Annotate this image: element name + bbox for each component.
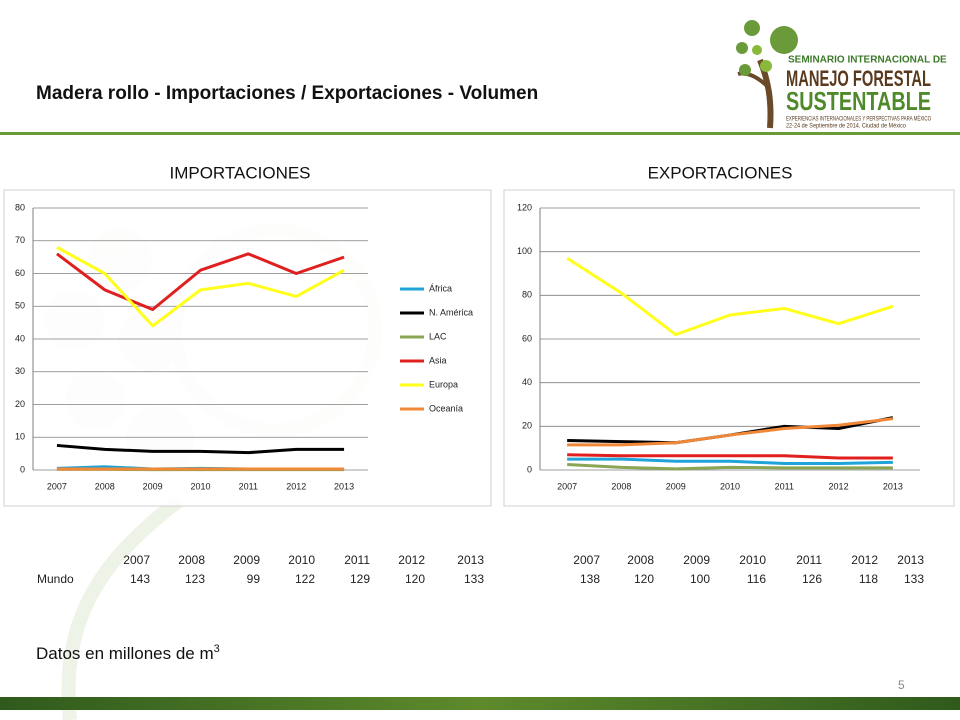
legend-label: Oceanía — [429, 403, 463, 413]
x-tick-label: 2009 — [143, 481, 163, 491]
table-cell: 118 — [859, 572, 878, 586]
x-tick-label: 2008 — [95, 481, 115, 491]
table-header: 2008 — [178, 553, 205, 567]
y-tick-label: 40 — [522, 377, 532, 387]
table-header: 2012 — [398, 553, 425, 567]
logo-text: EXPERIENCIAS INTERNACIONALES Y PERSPECTI… — [786, 116, 931, 123]
series-line — [567, 453, 893, 460]
x-tick-label: 2010 — [720, 481, 740, 491]
y-tick-label: 20 — [522, 421, 532, 431]
chart-frame — [503, 189, 955, 507]
x-tick-label: 2012 — [286, 481, 306, 491]
legend-label: Asia — [429, 355, 447, 365]
x-tick-label: 2007 — [47, 481, 67, 491]
x-tick-label: 2011 — [239, 481, 258, 491]
table-cell: 133 — [464, 572, 484, 586]
x-tick-label: 2012 — [829, 481, 849, 491]
table-header: 2007 — [573, 553, 600, 567]
table-header: 2010 — [739, 553, 766, 567]
series-line — [56, 245, 345, 328]
table-cell: 133 — [904, 572, 924, 586]
legend-label: Europa — [429, 379, 458, 389]
x-tick-label: 2008 — [611, 481, 631, 491]
series-line — [56, 443, 345, 455]
x-tick-label: 2011 — [775, 481, 794, 491]
y-tick-label: 50 — [15, 301, 25, 311]
logo-text: SUSTENTABLE — [786, 86, 931, 116]
x-tick-label: 2007 — [557, 481, 577, 491]
y-tick-label: 100 — [517, 246, 532, 256]
y-tick-label: 30 — [15, 366, 25, 376]
series-line — [566, 256, 894, 337]
y-tick-label: 80 — [15, 202, 25, 212]
chart-title: IMPORTACIONES — [169, 163, 310, 182]
table-cell: 126 — [802, 572, 822, 586]
x-tick-label: 2013 — [334, 481, 354, 491]
table-header: 2009 — [683, 553, 710, 567]
footnote: Datos en millones de m3 — [36, 643, 220, 664]
x-tick-label: 2013 — [883, 481, 903, 491]
y-tick-label: 80 — [522, 290, 532, 300]
table-cell: 99 — [247, 572, 261, 586]
table-cell: 120 — [405, 572, 425, 586]
series-line — [567, 457, 893, 465]
table-cell: 143 — [130, 572, 150, 586]
row-label: Mundo — [37, 572, 74, 586]
logo: SEMINARIO INTERNACIONAL DE MANEJO FOREST… — [736, 20, 947, 130]
table-cell: 138 — [580, 572, 600, 586]
legend-label: África — [429, 283, 452, 293]
table-header: 2013 — [897, 553, 924, 567]
series-line — [56, 252, 345, 312]
slide-title: Madera rollo - Importaciones / Exportaci… — [36, 83, 538, 104]
y-tick-label: 0 — [20, 464, 25, 474]
y-tick-label: 60 — [15, 268, 25, 278]
table-cell: 123 — [185, 572, 205, 586]
y-tick-label: 70 — [15, 235, 25, 245]
series-line — [567, 417, 894, 447]
y-tick-label: 10 — [15, 432, 25, 442]
table-header: 2009 — [233, 553, 260, 567]
table-cell: 120 — [634, 572, 654, 586]
table-header: 2008 — [627, 553, 654, 567]
footer-bar — [0, 697, 960, 710]
y-tick-label: 20 — [15, 399, 25, 409]
y-tick-label: 60 — [522, 333, 532, 343]
x-tick-label: 2009 — [666, 481, 686, 491]
table-header: 2011 — [344, 553, 370, 567]
series-line — [567, 463, 893, 471]
table-header: 2012 — [851, 553, 878, 567]
table-cell: 100 — [690, 572, 710, 586]
table-header: 2010 — [288, 553, 315, 567]
x-tick-label: 2010 — [190, 481, 210, 491]
table-header: 2007 — [123, 553, 150, 567]
legend-label: N. América — [429, 307, 473, 317]
y-tick-label: 120 — [517, 202, 532, 212]
chart-frame — [3, 189, 492, 507]
page-number: 5 — [898, 678, 905, 692]
table-cell: 122 — [295, 572, 315, 586]
chart-title: EXPORTACIONES — [648, 163, 793, 182]
table-header: 2011 — [796, 553, 822, 567]
table-cell: 116 — [747, 572, 766, 586]
header-rule — [0, 132, 960, 135]
y-tick-label: 0 — [527, 464, 532, 474]
logo-text: MANEJO FORESTAL — [786, 66, 931, 91]
table-cell: 129 — [350, 572, 370, 586]
y-tick-label: 40 — [15, 333, 25, 343]
logo-text: SEMINARIO INTERNACIONAL DE — [788, 55, 947, 66]
legend-label: LAC — [429, 331, 447, 341]
table-header: 2013 — [457, 553, 484, 567]
logo-text: 22-24 de Septiembre de 2014, Ciudad de M… — [786, 124, 907, 130]
